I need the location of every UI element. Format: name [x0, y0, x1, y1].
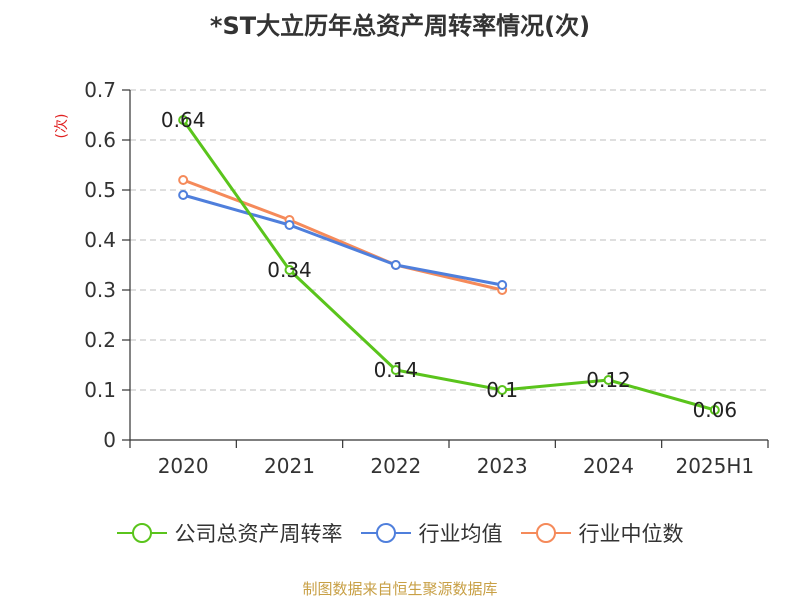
data-point — [284, 265, 295, 275]
x-tick-label: 2021 — [264, 454, 315, 478]
legend-item[interactable]: 公司总资产周转率 — [116, 518, 343, 548]
y-tick-label: 0 — [103, 428, 116, 452]
legend-line-circle-icon — [360, 523, 411, 543]
data-label: 0.34 — [267, 258, 312, 282]
data-point — [497, 385, 508, 395]
series-line — [182, 193, 503, 287]
data-label: 0.14 — [374, 358, 419, 382]
data-point — [178, 175, 189, 185]
y-tick-label: 0.4 — [84, 228, 116, 252]
legend-line-circle-icon — [116, 523, 167, 543]
y-tick-label: 0.1 — [84, 378, 116, 402]
data-point — [497, 280, 508, 290]
data-point — [390, 365, 401, 375]
legend-item[interactable]: 行业均值 — [360, 518, 503, 548]
legend-item[interactable]: 行业中位数 — [520, 518, 684, 548]
data-label: 0.06 — [693, 398, 738, 422]
x-tick-label: 2025H1 — [675, 454, 754, 478]
x-tick-label: 2022 — [370, 454, 421, 478]
y-tick-label: 0.2 — [84, 328, 116, 352]
data-point — [390, 260, 401, 270]
data-point — [178, 115, 189, 125]
data-label: 0.12 — [586, 368, 631, 392]
y-axis-label: (次) — [54, 114, 70, 139]
y-tick-label: 0.7 — [84, 78, 116, 102]
data-point — [603, 375, 614, 385]
x-tick-label: 2024 — [583, 454, 634, 478]
data-point — [178, 190, 189, 200]
y-tick-label: 0.6 — [84, 128, 116, 152]
chart-legend: 公司总资产周转率 行业均值 行业中位数 — [0, 518, 800, 548]
data-label: 0.64 — [161, 108, 206, 132]
chart-title: *ST大立历年总资产周转率情况(次) — [209, 12, 591, 40]
legend-label: 行业均值 — [418, 522, 503, 546]
y-tick-label: 0.5 — [84, 178, 116, 202]
data-point — [709, 405, 720, 415]
legend-line-circle-icon — [520, 523, 571, 543]
series-line — [181, 119, 716, 412]
x-tick-label: 2023 — [477, 454, 528, 478]
x-tick-label: 2020 — [158, 454, 209, 478]
y-tick-label: 0.3 — [84, 278, 116, 302]
data-point — [284, 220, 295, 230]
legend-label: 行业中位数 — [578, 522, 684, 546]
legend-label: 公司总资产周转率 — [174, 522, 343, 546]
source-note: 制图数据来自恒生聚源数据库 — [302, 580, 498, 598]
series-line — [182, 178, 503, 292]
data-label: 0.1 — [486, 378, 518, 402]
